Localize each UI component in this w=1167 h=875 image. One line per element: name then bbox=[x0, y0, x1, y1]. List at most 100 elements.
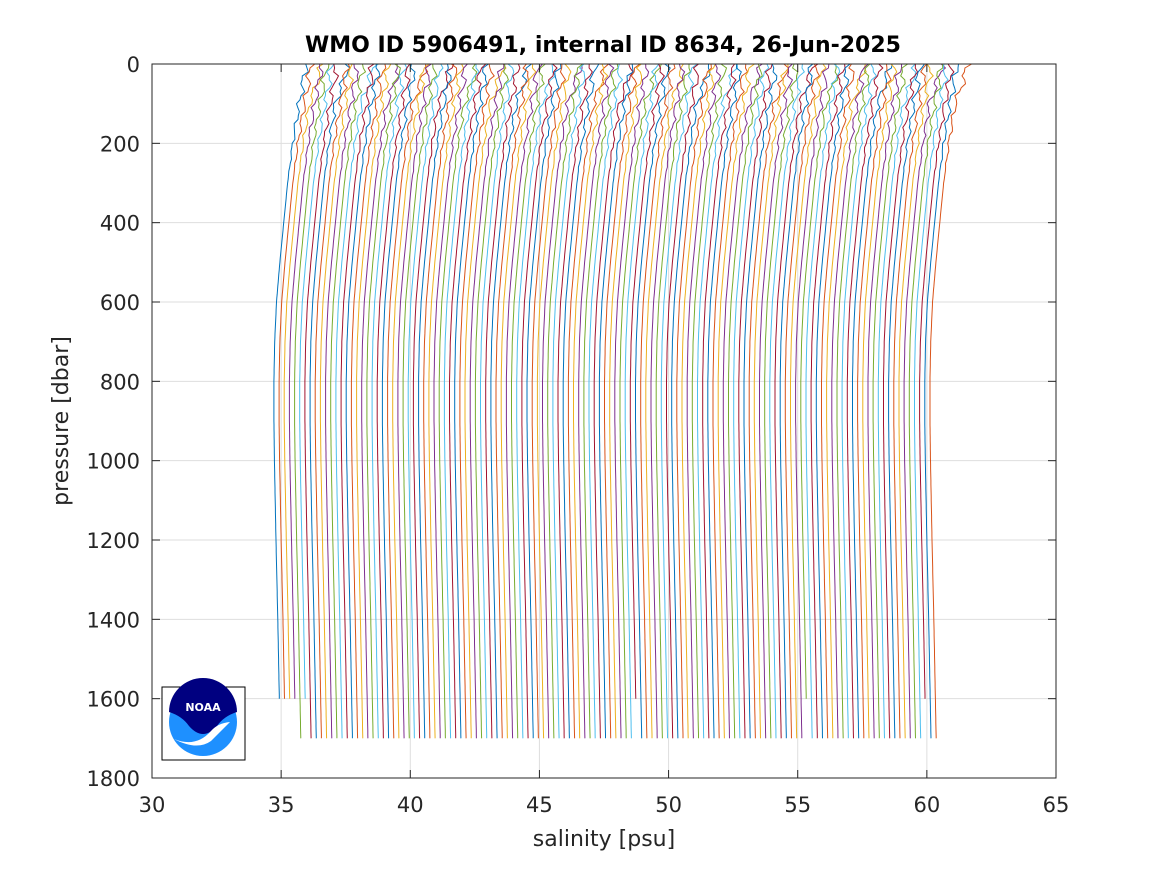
profile-line bbox=[361, 64, 400, 739]
profile-line bbox=[335, 64, 379, 739]
profile-line bbox=[728, 64, 763, 739]
profile-line bbox=[764, 64, 799, 739]
profile-line bbox=[314, 64, 351, 739]
profile-line bbox=[815, 64, 851, 739]
y-tick-label: 400 bbox=[100, 212, 140, 236]
profile-line bbox=[774, 64, 819, 739]
profile-line bbox=[862, 64, 898, 739]
profile-line bbox=[733, 64, 770, 739]
logo-navy-top bbox=[169, 678, 237, 734]
profile-line bbox=[702, 64, 737, 739]
profile-line bbox=[650, 64, 686, 739]
profile-line bbox=[454, 64, 489, 739]
profile-line bbox=[474, 64, 509, 739]
profile-line bbox=[500, 64, 537, 739]
x-tick-label: 30 bbox=[139, 793, 166, 817]
profile-line bbox=[676, 64, 712, 739]
profile-line bbox=[872, 64, 908, 739]
profile-line bbox=[929, 64, 972, 739]
profile-line bbox=[319, 64, 355, 739]
profile-line bbox=[418, 64, 452, 739]
profile-line bbox=[604, 64, 641, 739]
profile-line bbox=[469, 64, 505, 739]
profile-line bbox=[753, 64, 789, 739]
profile-line bbox=[547, 64, 584, 739]
profile-line bbox=[697, 64, 739, 739]
profile-line bbox=[821, 64, 855, 739]
profile-line bbox=[412, 64, 455, 739]
profile-line bbox=[516, 64, 557, 739]
profile-line bbox=[810, 64, 846, 739]
profile-line bbox=[459, 64, 495, 739]
profile-line bbox=[893, 64, 927, 739]
profile-line bbox=[387, 64, 429, 739]
profile-line bbox=[495, 64, 529, 739]
profile-line bbox=[779, 64, 814, 739]
profile-line bbox=[366, 64, 401, 739]
x-tick-label: 65 bbox=[1043, 793, 1070, 817]
profile-line bbox=[443, 64, 480, 739]
x-tick-labels: 30 35 40 45 50 55 60 65 bbox=[139, 793, 1070, 817]
profile-line bbox=[340, 64, 375, 739]
y-tick-label: 200 bbox=[100, 132, 140, 156]
profile-line bbox=[691, 64, 728, 739]
profile-line bbox=[578, 64, 615, 739]
profile-line bbox=[542, 64, 583, 739]
profile-line bbox=[857, 64, 892, 739]
profile-line bbox=[330, 64, 367, 739]
profile-line bbox=[428, 64, 465, 739]
profile-line bbox=[795, 64, 830, 739]
profile-line bbox=[371, 64, 408, 739]
profile-line bbox=[924, 64, 959, 739]
profile-line bbox=[712, 64, 749, 739]
profile-line bbox=[619, 64, 662, 739]
y-tick-label: 1800 bbox=[87, 767, 140, 791]
profile-line bbox=[480, 64, 515, 739]
profile-line bbox=[877, 64, 917, 739]
profile-line bbox=[748, 64, 790, 739]
profile-line bbox=[903, 64, 947, 739]
x-tick-label: 50 bbox=[655, 793, 682, 817]
profile-line bbox=[867, 64, 903, 739]
profile-line bbox=[438, 64, 478, 739]
profile-line bbox=[640, 64, 676, 739]
profile-line bbox=[759, 64, 794, 739]
profile-line bbox=[449, 64, 487, 739]
profile-line bbox=[567, 64, 609, 739]
profile-line bbox=[790, 64, 827, 739]
profile-line bbox=[356, 64, 392, 739]
profile-line bbox=[288, 64, 324, 699]
profile-line bbox=[350, 64, 387, 739]
y-tick-label: 600 bbox=[100, 291, 140, 315]
profile-line bbox=[278, 64, 316, 699]
profile-line bbox=[655, 64, 692, 739]
profile-line bbox=[769, 64, 805, 739]
profile-line bbox=[686, 64, 722, 739]
profile-line bbox=[888, 64, 925, 739]
y-tick-labels: 0 200 400 600 800 1000 1200 1400 1600 1800 bbox=[87, 53, 140, 791]
profile-line bbox=[831, 64, 869, 739]
profile-line bbox=[609, 64, 642, 739]
y-axis-label: pressure [dbar] bbox=[49, 336, 74, 506]
profile-line bbox=[511, 64, 546, 739]
noaa-logo: NOAA bbox=[161, 678, 246, 761]
profile-line bbox=[490, 64, 532, 739]
profile-line bbox=[846, 64, 884, 739]
profile-line bbox=[299, 64, 335, 699]
profile-line bbox=[526, 64, 562, 739]
profile-line bbox=[345, 64, 381, 739]
profile-line bbox=[325, 64, 359, 739]
profile-line bbox=[593, 64, 634, 739]
profile-line bbox=[562, 64, 600, 739]
profile-line bbox=[407, 64, 444, 739]
profile-line bbox=[645, 64, 684, 739]
profile-line bbox=[666, 64, 699, 739]
profile-line bbox=[531, 64, 567, 739]
logo-text: NOAA bbox=[185, 701, 221, 714]
profile-line bbox=[914, 64, 949, 739]
x-tick-label: 45 bbox=[526, 793, 553, 817]
profile-line bbox=[908, 64, 944, 739]
y-tick-label: 800 bbox=[100, 370, 140, 394]
profile-line bbox=[919, 64, 955, 699]
